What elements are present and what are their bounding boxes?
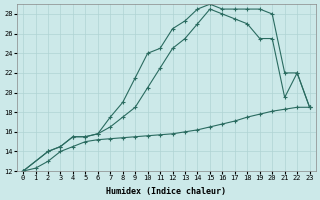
- X-axis label: Humidex (Indice chaleur): Humidex (Indice chaleur): [106, 187, 226, 196]
